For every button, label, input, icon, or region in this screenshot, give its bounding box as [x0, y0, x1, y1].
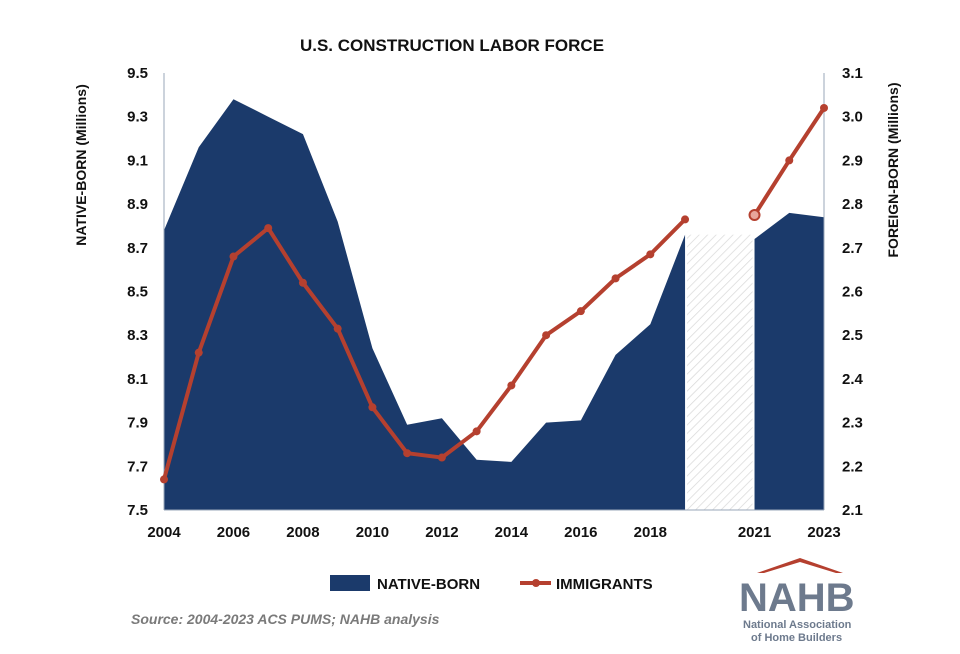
legend-label-immigrants: IMMIGRANTS — [556, 576, 653, 593]
left-axis-label: NATIVE-BORN (Millions) — [73, 84, 89, 246]
immigrants-point — [542, 331, 551, 340]
x-tick-label: 2018 — [634, 524, 667, 541]
x-tick-label: 2012 — [425, 524, 458, 541]
y-left-tick-label: 9.1 — [127, 152, 148, 169]
y-right-tick-label: 2.5 — [842, 327, 863, 344]
roof-icon — [757, 558, 843, 573]
y-right-tick-label: 2.8 — [842, 196, 863, 213]
logo-line-2: of Home Builders — [751, 632, 842, 644]
immigrants-point — [472, 427, 481, 436]
y-left-tick-label: 7.9 — [127, 415, 148, 432]
immigrants-point — [333, 324, 342, 333]
x-tick-label: 2014 — [495, 524, 529, 541]
legend-marker-immigrants — [532, 579, 540, 587]
x-tick-label: 2006 — [217, 524, 250, 541]
immigrants-point — [437, 453, 446, 462]
logo-line-1: National Association — [743, 619, 852, 631]
y-right-tick-label: 3.0 — [842, 109, 863, 126]
immigrants-point — [681, 215, 690, 224]
y-right-tick-label: 3.1 — [842, 65, 863, 82]
immigrants-point — [820, 103, 828, 112]
immigrants-point — [785, 156, 794, 165]
native-born-area-2021-2023 — [754, 212, 824, 510]
plot-area: 9.5 9.3 9.1 8.9 8.7 8.5 8.3 8.1 7.9 7.7 7.5 3.1 3.0 2… — [127, 65, 863, 541]
immigrants-point — [507, 381, 516, 390]
y-left-tick-label: 8.1 — [127, 371, 148, 388]
x-tick-label: 2021 — [738, 524, 771, 541]
missing-year-hatch — [687, 234, 753, 510]
chart-title: U.S. CONSTRUCTION LABOR FORCE — [300, 36, 604, 55]
x-tick-label: 2010 — [356, 524, 389, 541]
y-left-tick-label: 7.5 — [127, 502, 148, 519]
immigrants-point — [403, 449, 412, 458]
y-left-tick-label: 8.9 — [127, 196, 148, 213]
immigrants-point — [194, 348, 203, 357]
y-right-tick-label: 2.9 — [842, 152, 863, 169]
immigrants-point — [264, 224, 273, 233]
x-tick-label: 2023 — [807, 524, 840, 541]
y-right-tick-label: 2.2 — [842, 458, 863, 475]
y-left-tick-label: 8.5 — [127, 284, 148, 301]
legend: NATIVE-BORN IMMIGRANTS — [330, 575, 653, 593]
y-right-tick-label: 2.7 — [842, 240, 863, 257]
immigrants-point-2021-highlight — [748, 209, 761, 222]
y-right-tick-label: 2.6 — [842, 284, 863, 301]
x-tick-label: 2004 — [147, 524, 181, 541]
immigrants-point — [576, 307, 585, 316]
immigrants-point — [160, 475, 168, 484]
immigrants-point — [368, 403, 377, 412]
x-tick-label: 2016 — [564, 524, 597, 541]
legend-label-native-born: NATIVE-BORN — [377, 576, 480, 593]
y-right-tick-label: 2.3 — [842, 415, 863, 432]
y-left-tick-label: 9.3 — [127, 109, 148, 126]
immigrants-point — [298, 278, 307, 287]
immigrants-point — [229, 252, 238, 261]
logo-mark: NAHB — [739, 576, 855, 620]
immigrants-line-2004-2019 — [162, 217, 687, 480]
native-born-area-2004-2019 — [164, 99, 686, 510]
y-left-tick-label: 9.5 — [127, 65, 148, 82]
y-left-tick-label: 8.7 — [127, 240, 148, 257]
immigrants-point — [611, 274, 620, 283]
y-right-tick-label: 2.1 — [842, 502, 863, 519]
y-left-tick-label: 8.3 — [127, 327, 148, 344]
immigrants-point — [646, 250, 655, 259]
nahb-logo: NAHB National Association of Home Builde… — [739, 558, 855, 644]
y-right-tick-label: 2.4 — [842, 371, 864, 388]
x-tick-label: 2008 — [286, 524, 319, 541]
legend-swatch-native-born — [330, 575, 370, 591]
source-note: Source: 2004-2023 ACS PUMS; NAHB analysi… — [131, 611, 440, 627]
y-left-tick-label: 7.7 — [127, 458, 148, 475]
right-axis-label: FOREIGN-BORN (Millions) — [885, 83, 901, 258]
